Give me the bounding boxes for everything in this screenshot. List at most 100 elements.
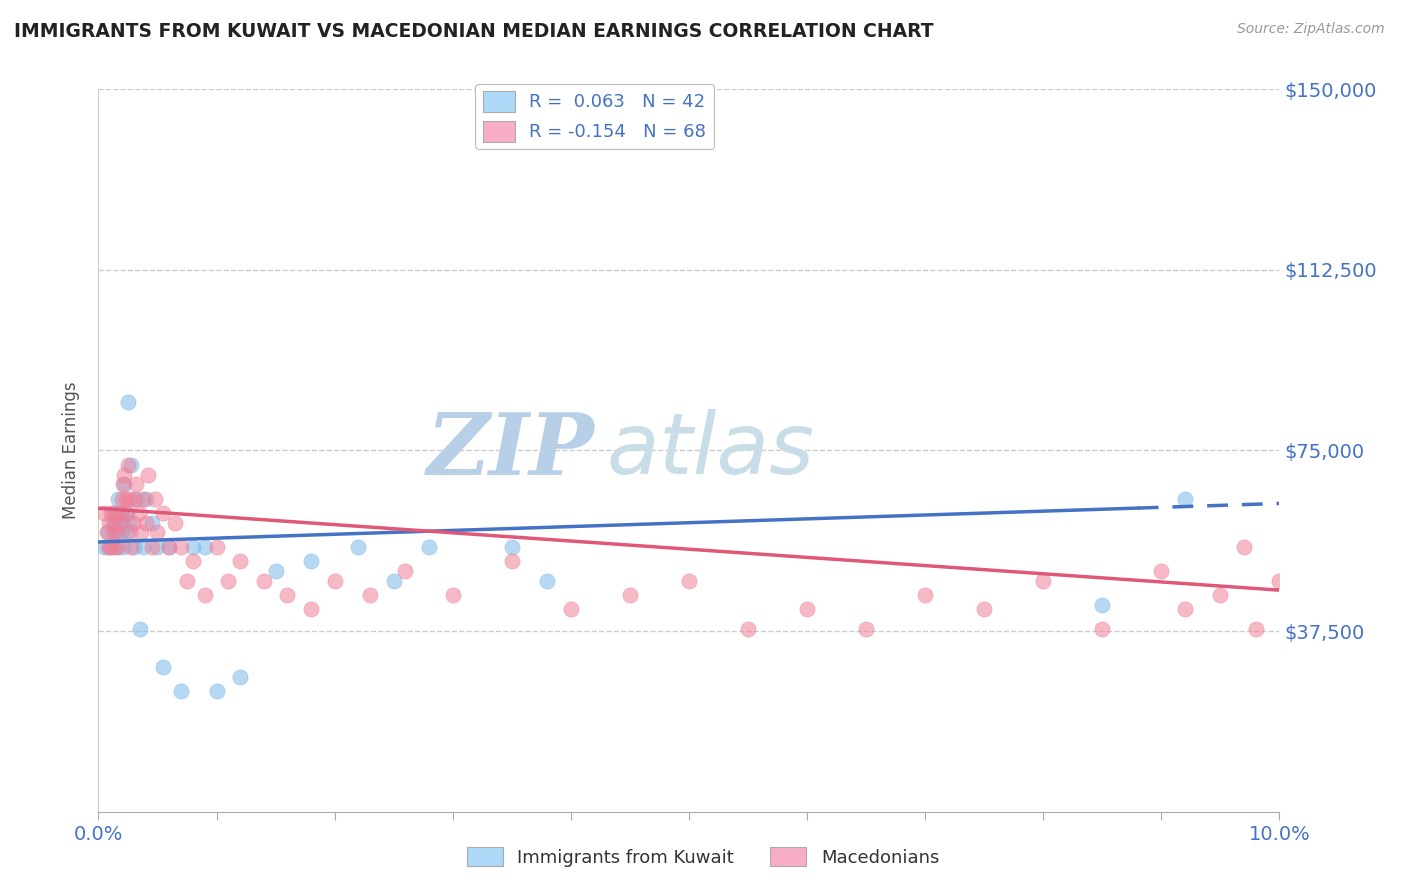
Y-axis label: Median Earnings: Median Earnings xyxy=(62,382,80,519)
Point xyxy=(359,588,381,602)
Point xyxy=(152,660,174,674)
Point xyxy=(114,491,136,506)
Point xyxy=(98,540,121,554)
Point xyxy=(100,506,122,520)
Point xyxy=(108,516,131,530)
Point xyxy=(120,525,142,540)
Point xyxy=(118,516,141,530)
Point xyxy=(1268,574,1291,588)
Legend: Immigrants from Kuwait, Macedonians: Immigrants from Kuwait, Macedonians xyxy=(460,840,946,874)
Point xyxy=(104,525,127,540)
Point xyxy=(276,588,298,602)
Point xyxy=(98,540,121,554)
Point xyxy=(181,540,204,554)
Point xyxy=(501,554,523,568)
Point xyxy=(205,684,228,698)
Point xyxy=(347,540,370,554)
Point xyxy=(418,540,440,554)
Point xyxy=(441,588,464,602)
Point xyxy=(125,491,148,506)
Point xyxy=(323,574,346,588)
Point xyxy=(105,516,128,530)
Point xyxy=(101,516,124,530)
Point xyxy=(737,622,759,636)
Point xyxy=(108,506,131,520)
Point xyxy=(1233,540,1256,554)
Point xyxy=(125,477,148,491)
Point xyxy=(536,574,558,588)
Point xyxy=(157,540,180,554)
Point xyxy=(122,491,145,506)
Point xyxy=(98,516,121,530)
Point xyxy=(132,540,155,554)
Point xyxy=(157,540,180,554)
Point xyxy=(217,574,239,588)
Point xyxy=(115,506,138,520)
Point xyxy=(112,477,135,491)
Point xyxy=(128,622,150,636)
Text: ZIP: ZIP xyxy=(426,409,595,492)
Point xyxy=(107,491,129,506)
Point xyxy=(135,491,157,506)
Point xyxy=(229,554,252,568)
Point xyxy=(501,540,523,554)
Point xyxy=(914,588,936,602)
Point xyxy=(105,525,128,540)
Point xyxy=(121,458,143,472)
Point xyxy=(1032,574,1054,588)
Point xyxy=(141,540,163,554)
Point xyxy=(96,525,118,540)
Point xyxy=(855,622,877,636)
Point xyxy=(110,506,132,520)
Point xyxy=(101,525,124,540)
Point xyxy=(1091,598,1114,612)
Point xyxy=(111,516,134,530)
Point xyxy=(105,506,128,520)
Point xyxy=(181,554,204,568)
Point xyxy=(136,467,159,482)
Point xyxy=(382,574,405,588)
Point xyxy=(194,588,217,602)
Point xyxy=(114,506,136,520)
Point xyxy=(93,506,115,520)
Point xyxy=(110,525,132,540)
Point xyxy=(264,564,287,578)
Text: Source: ZipAtlas.com: Source: ZipAtlas.com xyxy=(1237,22,1385,37)
Point xyxy=(678,574,700,588)
Point xyxy=(165,516,187,530)
Point xyxy=(229,670,252,684)
Point xyxy=(112,467,135,482)
Legend: R =  0.063   N = 42, R = -0.154   N = 68: R = 0.063 N = 42, R = -0.154 N = 68 xyxy=(475,84,714,149)
Point xyxy=(97,525,120,540)
Point xyxy=(170,540,193,554)
Point xyxy=(1174,602,1197,616)
Point xyxy=(128,506,150,520)
Point xyxy=(112,540,135,554)
Text: atlas: atlas xyxy=(606,409,814,492)
Point xyxy=(135,516,157,530)
Point xyxy=(117,458,139,472)
Point xyxy=(132,491,155,506)
Point xyxy=(103,540,125,554)
Point xyxy=(253,574,276,588)
Point xyxy=(105,540,128,554)
Point xyxy=(117,395,139,409)
Text: IMMIGRANTS FROM KUWAIT VS MACEDONIAN MEDIAN EARNINGS CORRELATION CHART: IMMIGRANTS FROM KUWAIT VS MACEDONIAN MED… xyxy=(14,22,934,41)
Point xyxy=(146,525,169,540)
Point xyxy=(619,588,641,602)
Point xyxy=(1209,588,1232,602)
Point xyxy=(93,540,115,554)
Point xyxy=(111,491,134,506)
Point xyxy=(121,516,143,530)
Point xyxy=(141,516,163,530)
Point xyxy=(299,602,322,616)
Point xyxy=(299,554,322,568)
Point xyxy=(176,574,198,588)
Point xyxy=(394,564,416,578)
Point xyxy=(194,540,217,554)
Point xyxy=(1244,622,1267,636)
Point xyxy=(973,602,995,616)
Point xyxy=(152,506,174,520)
Point xyxy=(122,540,145,554)
Point xyxy=(97,540,120,554)
